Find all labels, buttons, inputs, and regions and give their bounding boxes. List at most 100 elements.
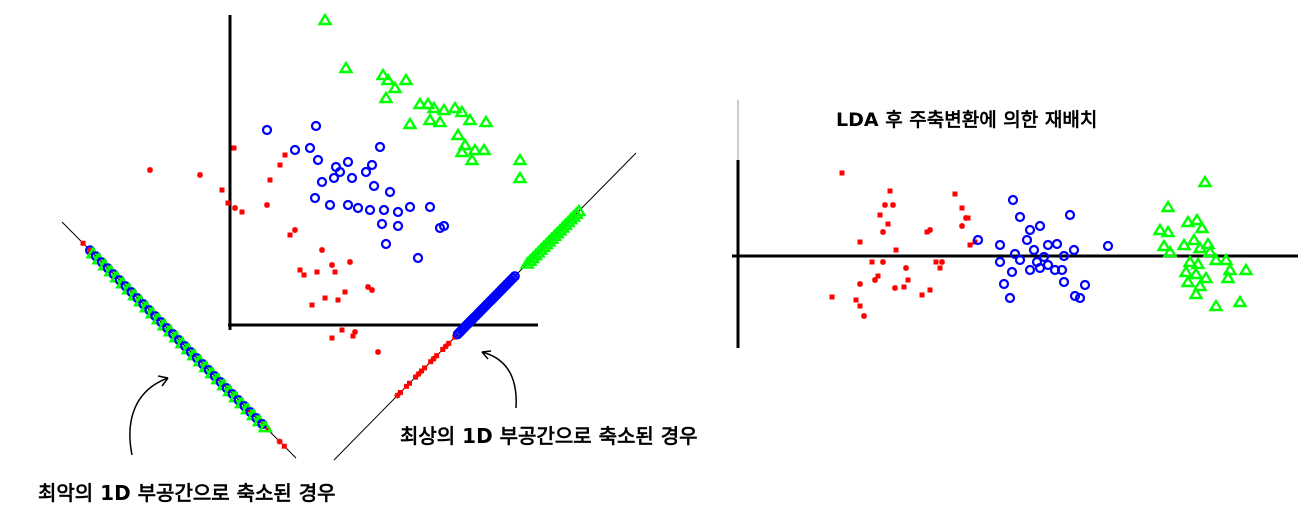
class2-point — [1058, 250, 1070, 262]
worst-projection-points — [80, 240, 287, 449]
class2-point — [1014, 211, 1026, 223]
class3-point — [1192, 240, 1208, 254]
class1-point — [880, 259, 886, 265]
class3-point — [478, 114, 494, 128]
class2-point — [1038, 251, 1050, 263]
class1-point — [292, 227, 298, 233]
class3-point — [512, 170, 528, 184]
class1-point — [875, 273, 881, 279]
class2-point — [364, 204, 376, 216]
class3-point — [1189, 212, 1205, 226]
class3-point — [454, 144, 470, 158]
class3-point — [512, 152, 528, 166]
class2-point — [1021, 234, 1033, 246]
class3-point — [1198, 270, 1214, 284]
class3-projection — [571, 203, 587, 217]
class1-point — [297, 267, 303, 273]
class3-point — [1190, 256, 1206, 270]
class1-point — [882, 202, 888, 208]
class1-projection — [276, 438, 283, 445]
class2-point — [1051, 238, 1063, 250]
class3-point — [1238, 262, 1254, 276]
class2-point — [316, 176, 328, 188]
class1-point — [905, 277, 911, 283]
class1-projection — [419, 368, 425, 374]
class3-point — [1208, 298, 1224, 312]
class3-point — [1176, 237, 1192, 251]
class3-point — [387, 80, 403, 94]
class1-projection — [407, 380, 412, 386]
class3-point — [1222, 262, 1238, 276]
class3-point — [1194, 220, 1210, 234]
class3-point — [1156, 238, 1172, 252]
class3-point — [1186, 232, 1202, 246]
class3-point — [450, 127, 466, 141]
class2-point — [1064, 209, 1076, 221]
class1-point — [319, 247, 325, 253]
class2-point — [994, 239, 1006, 251]
class2-point — [1042, 259, 1054, 271]
class1-point — [347, 259, 353, 265]
class3-point — [420, 96, 436, 110]
class1-point — [277, 162, 283, 168]
class1-point — [322, 295, 328, 301]
class2-point — [424, 201, 436, 213]
class1-point — [927, 227, 933, 233]
class1-point — [857, 281, 863, 287]
class3-point — [1162, 244, 1178, 258]
class2-point — [1074, 292, 1086, 304]
class3-point — [1182, 254, 1198, 268]
class1-projection — [80, 240, 86, 246]
class2-point — [374, 141, 386, 153]
class1-point — [872, 277, 878, 283]
class2-point — [380, 238, 392, 250]
class1-point — [342, 289, 348, 295]
class1-projection — [87, 247, 94, 254]
class3-point — [402, 116, 418, 130]
class2-point — [366, 159, 378, 171]
class3-point — [398, 72, 414, 86]
class2-point — [384, 186, 396, 198]
class3-point — [412, 96, 428, 110]
class1-point — [927, 287, 933, 293]
class1-point — [232, 205, 238, 211]
class1-point — [893, 247, 899, 253]
class1-point — [885, 221, 891, 227]
class1-point — [332, 269, 338, 275]
class1-point — [967, 242, 973, 248]
best-arrow-head-icon — [481, 350, 492, 360]
class1-point — [219, 187, 225, 193]
class3-point — [1197, 174, 1213, 188]
class3-point — [462, 112, 478, 126]
class2-point — [998, 278, 1010, 290]
class3-point — [426, 100, 442, 114]
class3-point — [1178, 264, 1194, 278]
class1-projection — [442, 343, 449, 350]
class1-point — [329, 262, 335, 268]
class2-point — [342, 156, 354, 168]
class1-point — [329, 335, 335, 341]
class1-projection — [397, 389, 403, 395]
class1-projection — [281, 443, 287, 449]
class3-point — [1232, 294, 1248, 308]
class2-point — [328, 172, 340, 184]
class1-point — [375, 349, 381, 355]
class3-point — [1202, 244, 1218, 258]
class2-point — [392, 220, 404, 232]
class1-point — [239, 209, 245, 215]
class1-projection — [446, 340, 452, 346]
class2-point — [289, 144, 301, 156]
class1-point — [887, 188, 893, 194]
class1-point — [282, 152, 288, 158]
class1-point — [369, 287, 375, 293]
class1-point — [892, 285, 898, 291]
class2-point — [1014, 254, 1026, 266]
class1-point — [352, 329, 358, 335]
class2-point — [994, 256, 1006, 268]
class1-point — [890, 202, 896, 208]
original-scatter-points — [147, 12, 528, 355]
class2-point — [310, 120, 322, 132]
class2-point — [1028, 244, 1040, 256]
class1-point — [857, 239, 863, 245]
